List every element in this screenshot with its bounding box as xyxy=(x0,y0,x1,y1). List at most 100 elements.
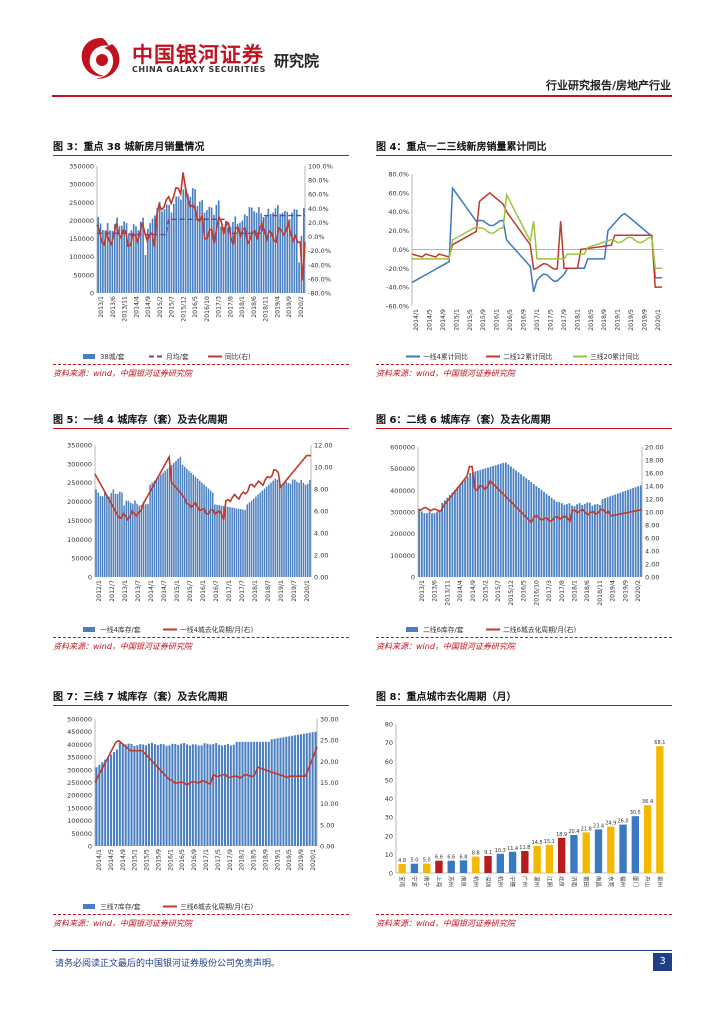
x-tick-label: 2018/1 xyxy=(239,296,246,318)
bar xyxy=(494,465,497,577)
header-divider xyxy=(52,95,672,97)
bar xyxy=(423,863,431,873)
bar xyxy=(142,217,144,293)
bar xyxy=(101,496,104,577)
y-tick-label: 500000 xyxy=(67,716,92,724)
bar xyxy=(599,505,601,577)
bar xyxy=(629,488,632,577)
x-tick-label: 2018/9 xyxy=(262,849,269,871)
y2-tick-label: -20.0% xyxy=(308,247,331,255)
bar xyxy=(182,189,185,293)
bar xyxy=(238,741,241,846)
bar xyxy=(203,212,206,293)
y-tick-label: 250000 xyxy=(69,199,94,207)
bar xyxy=(142,501,145,577)
bar xyxy=(170,212,173,293)
x-tick-label: 2017/1 xyxy=(534,309,541,331)
bar xyxy=(492,465,494,577)
bar xyxy=(543,491,545,577)
figure-title: 图 5：一线 4 城库存（套）及去化周期 xyxy=(53,411,349,429)
category-label: 苏州 xyxy=(447,876,455,887)
bar xyxy=(250,741,253,846)
bar xyxy=(166,468,169,577)
x-tick-label: 2012/7 xyxy=(109,580,116,602)
bar xyxy=(177,458,179,577)
chart-area: 80.0% 60.0% 40.0% 20.0% 0.0% -20.0% -40.0% -60.… xyxy=(376,156,672,364)
bar xyxy=(128,233,130,293)
x-tick-label: 2015/12 xyxy=(180,296,187,322)
report-category: 行业研究报告/房地产行业 xyxy=(545,79,671,92)
legend-label: 一线4城去化周期/月(右) xyxy=(180,625,253,634)
bar xyxy=(639,485,642,577)
bar xyxy=(213,214,215,293)
y2-tick-label: -40.0% xyxy=(308,261,331,269)
bar xyxy=(196,478,199,577)
bar xyxy=(281,485,283,577)
bar xyxy=(236,223,239,293)
y-tick-label: 80.0% xyxy=(388,171,409,179)
y2-tick-label: 80.0% xyxy=(308,177,329,185)
bar xyxy=(201,482,203,577)
y-tick-label: 60.0% xyxy=(388,189,409,197)
bar xyxy=(132,224,135,293)
data-label: 18.9 xyxy=(556,832,567,838)
bar xyxy=(112,489,115,577)
bar xyxy=(246,504,249,577)
chart-svg: 350000 300000 250000 200000 150000 100000 5000… xyxy=(69,163,333,362)
legend-label: 一线4库存/套 xyxy=(100,625,141,634)
bar xyxy=(104,230,107,293)
y2-tick-label: 20.00 xyxy=(320,758,339,766)
y-tick-label: 100000 xyxy=(390,552,415,560)
category-label: 北京 xyxy=(558,876,566,888)
bar xyxy=(181,464,184,577)
x-tick-label: 2015/7 xyxy=(169,296,176,318)
bar xyxy=(624,490,627,577)
x-tick-label: 2018/6 xyxy=(251,296,258,318)
bar xyxy=(267,208,270,293)
bar xyxy=(127,743,130,846)
bar xyxy=(255,212,258,293)
bar xyxy=(109,230,111,293)
category-label: 深圳 xyxy=(484,876,492,888)
bar xyxy=(596,504,599,577)
y-tick-label: 60 xyxy=(385,758,393,766)
bar xyxy=(259,492,261,577)
bar xyxy=(296,734,300,846)
y-tick-label: 300000 xyxy=(390,509,415,517)
bar xyxy=(158,201,161,293)
bar xyxy=(210,207,213,293)
bar xyxy=(121,492,123,577)
bar xyxy=(270,482,272,577)
bar xyxy=(586,502,589,577)
x-tick-label: 2017/3 xyxy=(546,580,553,602)
bar xyxy=(398,864,406,873)
bar xyxy=(220,226,222,293)
bar xyxy=(281,212,284,293)
y-tick-label: 200000 xyxy=(67,498,92,506)
bar xyxy=(130,743,133,846)
bar xyxy=(276,205,279,293)
legend-label: 三线6城去化周期/月(右) xyxy=(180,902,253,911)
y2-tick-label: -80.0% xyxy=(308,290,331,298)
category-label: 杭州 xyxy=(496,876,504,887)
data-label: 20.4 xyxy=(568,829,579,835)
x-tick-label: 2013/1 xyxy=(419,580,426,602)
bar xyxy=(307,483,309,577)
bar xyxy=(286,211,289,293)
bar xyxy=(563,504,566,577)
bar xyxy=(108,496,110,577)
y-tick-label: 0 xyxy=(88,574,92,582)
bar xyxy=(545,493,548,577)
bar xyxy=(606,497,609,577)
bar xyxy=(153,480,156,577)
bar xyxy=(487,467,489,577)
bar xyxy=(521,851,529,873)
bar xyxy=(293,209,296,293)
bar xyxy=(188,745,191,846)
bar xyxy=(156,744,159,846)
y2-tick-label: 100.0% xyxy=(308,163,333,171)
bar xyxy=(311,732,314,846)
bar xyxy=(139,221,142,293)
category-label: 南昌 xyxy=(595,876,603,887)
bar xyxy=(643,805,652,873)
